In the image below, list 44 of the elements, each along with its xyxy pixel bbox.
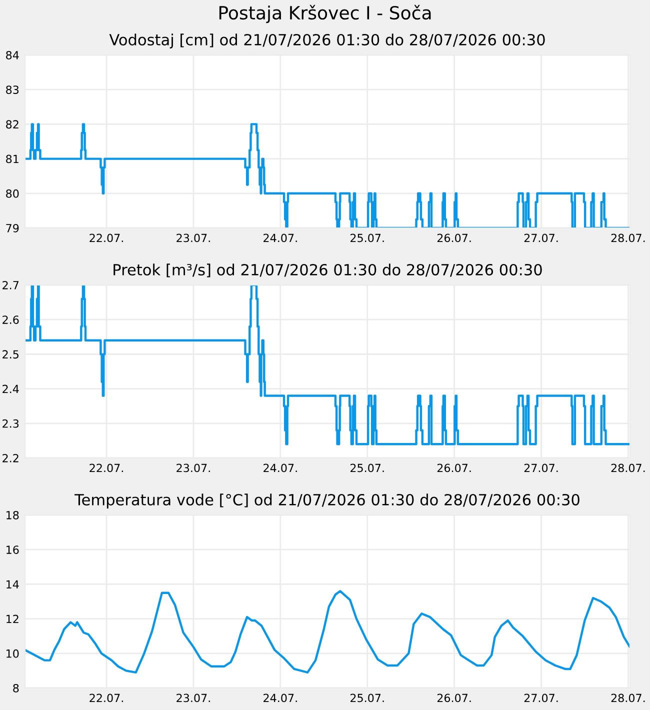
y-tick-label: 16 bbox=[6, 546, 19, 554]
x-tick-label: 24.07. bbox=[264, 234, 297, 242]
line-series bbox=[25, 590, 630, 674]
y-tick-label: 14 bbox=[6, 580, 19, 588]
x-tick-label: 25.07. bbox=[350, 694, 384, 702]
chart-title: Pretok [m³/s] od 21/07/2026 01:30 do 28/07/2026 00:30 bbox=[114, 264, 542, 278]
x-tick-label: 27.07. bbox=[524, 694, 558, 702]
x-tick-label: 26.07. bbox=[437, 694, 471, 702]
x-tick-label: 23.07. bbox=[176, 234, 210, 242]
x-tick-label: 23.07. bbox=[176, 694, 210, 702]
y-tick-label: 8 bbox=[13, 684, 19, 692]
y-tick-label: 84 bbox=[6, 50, 19, 60]
x-tick-label: 28.07. bbox=[611, 464, 645, 472]
y-tick-label: 81 bbox=[6, 154, 18, 164]
x-tick-label: 25.07. bbox=[350, 464, 384, 472]
y-tick-label: 2.6 bbox=[2, 316, 19, 324]
x-tick-label: 24.07. bbox=[264, 694, 297, 702]
x-tick-label: 28.07. bbox=[611, 234, 645, 242]
y-tick-label: 12 bbox=[6, 614, 18, 624]
x-tick-label: 26.07. bbox=[437, 234, 471, 242]
y-tick-label: 2.7 bbox=[2, 280, 18, 290]
y-tick-label: 2.2 bbox=[2, 454, 18, 462]
y-tick-label: 79 bbox=[6, 224, 19, 232]
x-tick-label: 25.07. bbox=[350, 234, 384, 242]
y-tick-label: 80 bbox=[6, 189, 19, 198]
chart-subtitle: Vodostaj [cm] od 21/07/2026 01:30 do 28/07/2026 00:30 bbox=[109, 34, 545, 48]
y-tick-label: 82 bbox=[6, 120, 18, 129]
chart-title: Postaja Kršovec I - Soča bbox=[219, 4, 431, 24]
x-tick-label: 22.07. bbox=[90, 234, 123, 242]
x-tick-label: 24.07. bbox=[264, 464, 297, 472]
y-tick-label: 2.3 bbox=[2, 419, 19, 428]
y-tick-label: 83 bbox=[6, 86, 19, 94]
x-tick-label: 27.07. bbox=[524, 234, 558, 242]
x-tick-label: 26.07. bbox=[437, 464, 471, 472]
y-tick-label: 10 bbox=[6, 649, 19, 658]
x-tick-label: 28.07. bbox=[611, 694, 645, 702]
x-tick-label: 22.07. bbox=[90, 694, 123, 702]
y-tick-label: 18 bbox=[6, 510, 19, 520]
chart-title: Temperatura vode [°C] od 21/07/2026 01:30 do 28/07/2026 00:30 bbox=[74, 494, 580, 508]
y-tick-label: 2.4 bbox=[2, 384, 19, 394]
x-tick-label: 27.07. bbox=[524, 464, 558, 472]
x-tick-label: 22.07. bbox=[90, 464, 123, 472]
x-tick-label: 23.07. bbox=[176, 464, 210, 472]
y-tick-label: 2.5 bbox=[2, 350, 18, 359]
